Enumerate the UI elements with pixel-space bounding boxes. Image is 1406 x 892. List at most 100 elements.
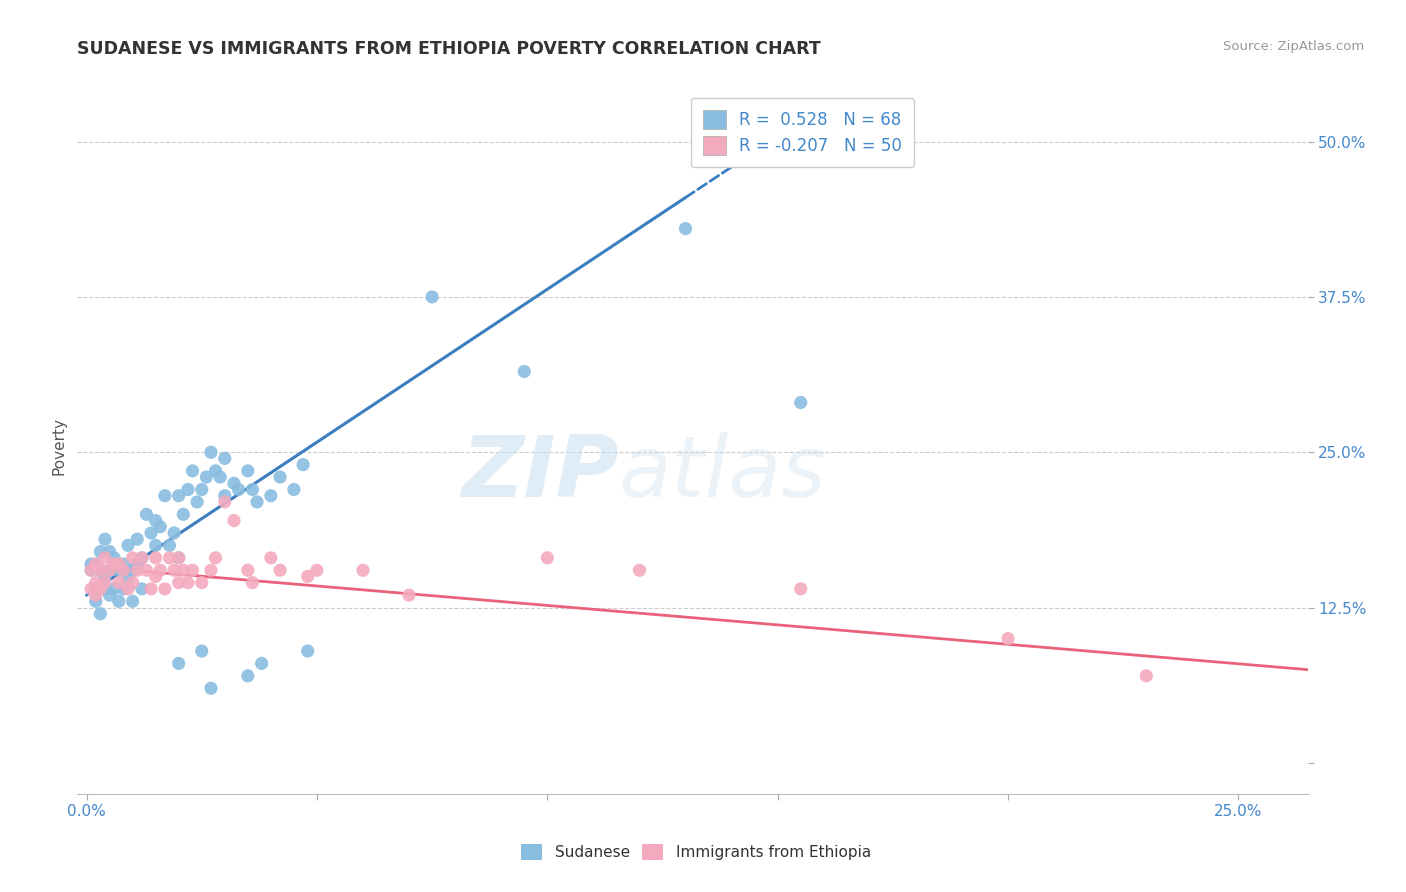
- Y-axis label: Poverty: Poverty: [51, 417, 66, 475]
- Point: [112, 557, 135, 571]
- Point: [98, 563, 121, 577]
- Point: [159, 550, 181, 565]
- Point: [214, 489, 236, 503]
- Point: [167, 550, 190, 565]
- Point: [167, 489, 190, 503]
- Point: [159, 538, 181, 552]
- Point: [107, 575, 129, 590]
- Point: [790, 395, 813, 409]
- Point: [107, 557, 129, 571]
- Point: [153, 489, 176, 503]
- Point: [121, 575, 143, 590]
- Text: ZIP: ZIP: [461, 433, 619, 516]
- Text: Source: ZipAtlas.com: Source: ZipAtlas.com: [1223, 40, 1364, 54]
- Point: [84, 575, 107, 590]
- Point: [80, 563, 103, 577]
- Point: [250, 657, 273, 671]
- Legend: Sudanese, Immigrants from Ethiopia: Sudanese, Immigrants from Ethiopia: [515, 838, 877, 866]
- Point: [513, 364, 536, 378]
- Point: [167, 657, 190, 671]
- Point: [214, 451, 236, 466]
- Point: [139, 526, 162, 541]
- Point: [131, 582, 153, 596]
- Point: [420, 290, 443, 304]
- Point: [209, 470, 232, 484]
- Point: [94, 532, 117, 546]
- Point: [145, 514, 167, 528]
- Point: [297, 644, 319, 658]
- Point: [98, 544, 121, 558]
- Point: [195, 470, 218, 484]
- Point: [121, 563, 143, 577]
- Point: [153, 582, 176, 596]
- Point: [167, 575, 190, 590]
- Point: [103, 557, 125, 571]
- Point: [127, 563, 149, 577]
- Point: [260, 489, 283, 503]
- Point: [145, 538, 167, 552]
- Point: [222, 514, 245, 528]
- Point: [145, 569, 167, 583]
- Point: [94, 575, 117, 590]
- Point: [190, 575, 212, 590]
- Point: [80, 557, 103, 571]
- Point: [131, 550, 153, 565]
- Point: [228, 483, 250, 497]
- Point: [352, 563, 374, 577]
- Point: [84, 557, 107, 571]
- Point: [536, 550, 558, 565]
- Point: [398, 588, 420, 602]
- Point: [172, 508, 194, 522]
- Point: [107, 563, 129, 577]
- Point: [103, 550, 125, 565]
- Point: [98, 588, 121, 602]
- Point: [135, 563, 157, 577]
- Point: [84, 582, 107, 596]
- Point: [167, 550, 190, 565]
- Point: [292, 458, 315, 472]
- Point: [80, 582, 103, 596]
- Point: [222, 476, 245, 491]
- Point: [89, 582, 111, 596]
- Point: [149, 563, 172, 577]
- Point: [163, 526, 186, 541]
- Point: [117, 582, 139, 596]
- Point: [305, 563, 328, 577]
- Point: [675, 221, 697, 235]
- Point: [246, 495, 269, 509]
- Point: [177, 483, 200, 497]
- Point: [107, 594, 129, 608]
- Point: [190, 483, 212, 497]
- Point: [1135, 669, 1157, 683]
- Point: [89, 544, 111, 558]
- Point: [127, 532, 149, 546]
- Point: [84, 557, 107, 571]
- Point: [94, 569, 117, 583]
- Point: [177, 575, 200, 590]
- Point: [204, 464, 226, 478]
- Point: [790, 582, 813, 596]
- Point: [181, 464, 204, 478]
- Point: [112, 563, 135, 577]
- Point: [297, 569, 319, 583]
- Point: [94, 582, 117, 596]
- Text: atlas: atlas: [619, 433, 827, 516]
- Point: [163, 563, 186, 577]
- Point: [121, 594, 143, 608]
- Point: [242, 483, 264, 497]
- Point: [89, 607, 111, 621]
- Point: [98, 563, 121, 577]
- Point: [131, 550, 153, 565]
- Point: [236, 669, 259, 683]
- Point: [135, 508, 157, 522]
- Point: [84, 594, 107, 608]
- Point: [121, 550, 143, 565]
- Point: [94, 550, 117, 565]
- Point: [236, 563, 259, 577]
- Point: [139, 582, 162, 596]
- Point: [200, 563, 222, 577]
- Point: [117, 569, 139, 583]
- Point: [242, 575, 264, 590]
- Point: [103, 582, 125, 596]
- Point: [190, 644, 212, 658]
